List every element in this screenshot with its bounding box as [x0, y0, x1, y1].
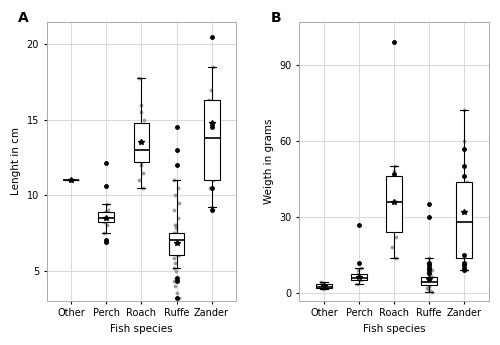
PathPatch shape: [134, 123, 150, 162]
Text: B: B: [271, 11, 281, 24]
PathPatch shape: [316, 284, 332, 288]
PathPatch shape: [386, 176, 402, 232]
Y-axis label: Lenght in cm: Lenght in cm: [11, 127, 21, 195]
PathPatch shape: [98, 212, 114, 222]
X-axis label: Fish species: Fish species: [363, 324, 426, 334]
PathPatch shape: [351, 274, 367, 280]
PathPatch shape: [168, 233, 184, 255]
X-axis label: Fish species: Fish species: [110, 324, 172, 334]
PathPatch shape: [204, 100, 220, 180]
PathPatch shape: [422, 277, 437, 285]
PathPatch shape: [456, 181, 472, 258]
Y-axis label: Weigth in grams: Weigth in grams: [264, 118, 274, 204]
Text: A: A: [18, 11, 29, 24]
